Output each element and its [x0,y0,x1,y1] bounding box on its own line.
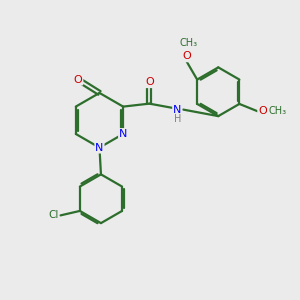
Text: O: O [258,106,267,116]
Text: H: H [174,114,181,124]
Text: O: O [145,77,154,87]
Text: N: N [95,142,104,153]
Text: O: O [74,75,82,85]
Text: N: N [173,106,182,116]
Text: CH₃: CH₃ [268,106,286,116]
Text: CH₃: CH₃ [179,38,197,48]
Text: N: N [119,129,127,139]
Text: Cl: Cl [48,210,58,220]
Text: O: O [182,51,191,62]
